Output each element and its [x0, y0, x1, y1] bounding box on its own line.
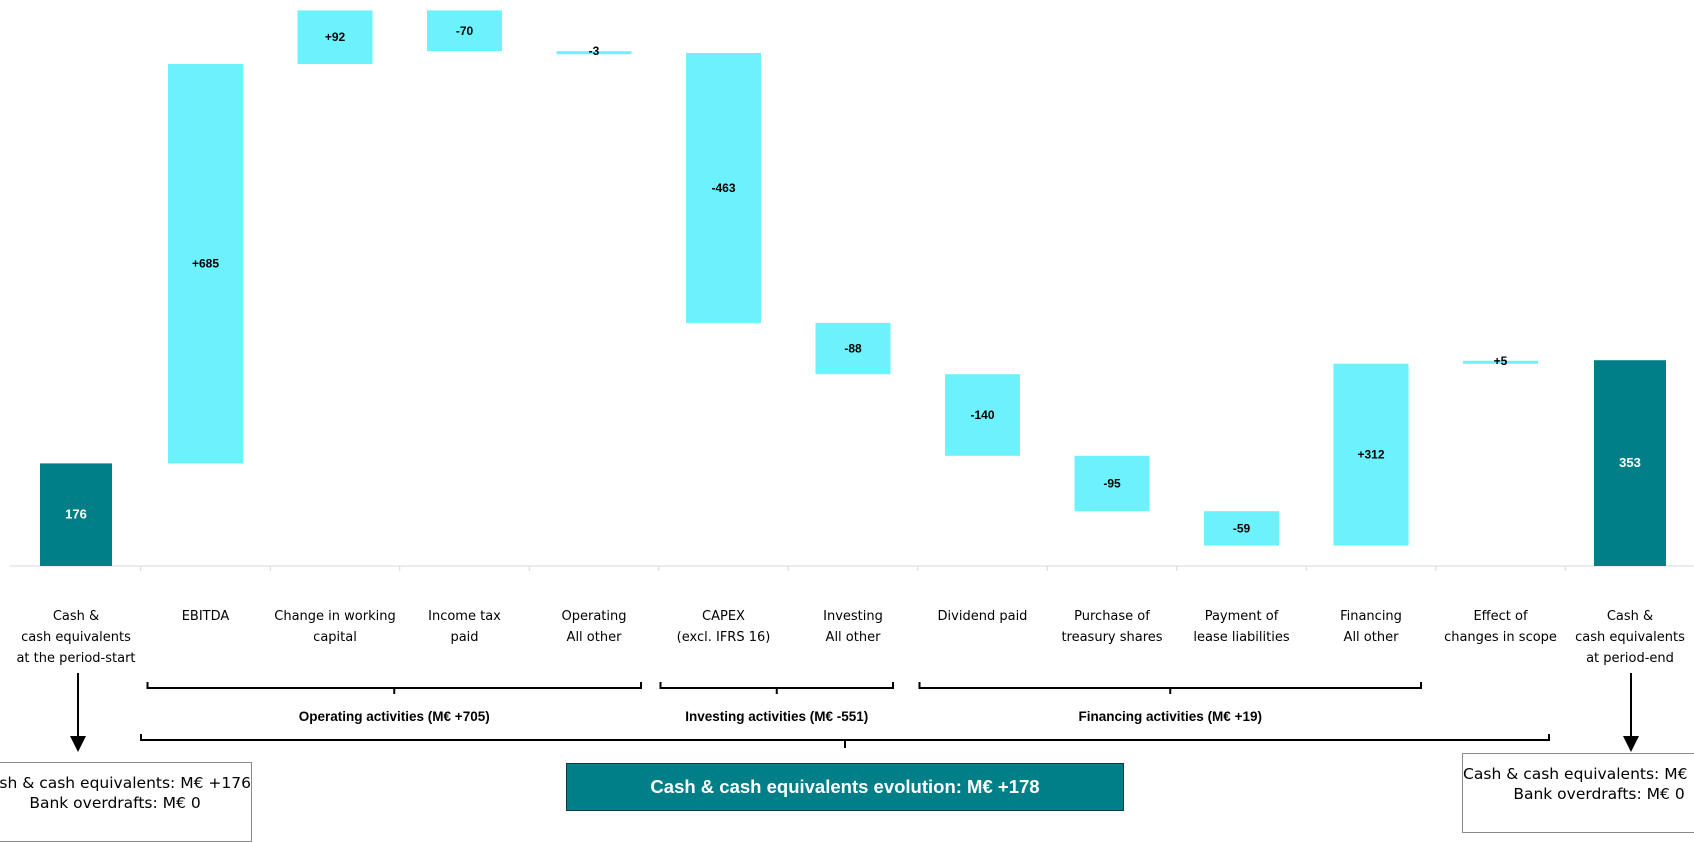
category-label-treasury: Purchase of treasury shares	[1061, 609, 1162, 645]
bar-capex	[686, 52, 761, 323]
group-bracket-1	[659, 682, 894, 694]
category-label-capex: CAPEX (excl. IFRS 16)	[677, 609, 771, 645]
value-label-start: 176	[65, 507, 87, 522]
end-cash-line: Cash & cash equivalents: M€ +353	[1463, 765, 1694, 783]
bar-ebitda	[168, 64, 243, 464]
category-label-inv_other: Investing All other	[823, 609, 883, 645]
bar-wc	[297, 10, 373, 65]
bar-scope	[1463, 360, 1538, 364]
value-label-end: 353	[1619, 455, 1641, 470]
group-bracket-2	[918, 682, 1422, 694]
value-label-fin_other: +312	[1357, 448, 1384, 462]
start-cash-box: Cash & cash equivalents: M€ +176 Bank ov…	[0, 762, 252, 842]
start-overdraft-line: Bank overdrafts: M€ 0	[29, 794, 201, 812]
start-arrow	[70, 673, 86, 752]
evolution-text: Cash & cash equivalents evolution: M€ +1…	[650, 776, 1040, 797]
bars-layer	[10, 10, 1694, 571]
category-label-op_other: Operating All other	[562, 609, 627, 645]
category-label-end: Cash & cash equivalents at period-end	[1575, 609, 1685, 666]
value-label-scope: +5	[1494, 354, 1508, 368]
value-label-ebitda: +685	[192, 257, 219, 271]
group-label-1: Investing activities (M€ -551)	[685, 709, 868, 724]
bar-dividend	[945, 374, 1020, 456]
value-label-treasury: -95	[1103, 477, 1121, 491]
end-cash-box: Cash & cash equivalents: M€ +353 Bank ov…	[1462, 753, 1694, 833]
value-labels-layer: 176 +685 +92 -70 -3 -463 -88 -140 -95 -59 +312 +5 35…	[65, 24, 1641, 536]
group-bracket-0	[146, 682, 642, 694]
value-label-capex: -463	[711, 181, 735, 195]
value-label-inv_other: -88	[844, 342, 862, 356]
category-label-tax: Income tax paid	[428, 609, 501, 645]
category-label-fin_other: Financing All other	[1340, 609, 1402, 645]
end-arrow	[1623, 673, 1639, 752]
category-label-wc: Change in working capital	[274, 609, 395, 645]
value-label-lease: -59	[1233, 521, 1251, 535]
evolution-banner: Cash & cash equivalents evolution: M€ +1…	[566, 763, 1124, 811]
category-label-dividend: Dividend paid	[938, 609, 1028, 624]
brackets-layer: Operating activities (M€ +705) Investing …	[70, 673, 1639, 752]
bar-end	[1594, 360, 1666, 566]
bar-fin_other	[1333, 363, 1409, 546]
bar-op_other	[556, 51, 632, 55]
value-label-dividend: -140	[970, 408, 994, 422]
bar-lease	[1204, 511, 1279, 546]
category-labels-layer: Cash & cash equivalents at the period-star…	[16, 609, 1685, 666]
bar-inv_other	[815, 322, 891, 375]
bar-tax	[427, 10, 502, 52]
group-label-2: Financing activities (M€ +19)	[1079, 709, 1262, 724]
group-label-0: Operating activities (M€ +705)	[299, 709, 490, 724]
category-label-scope: Effect of changes in scope	[1444, 609, 1557, 645]
bar-treasury	[1074, 455, 1150, 512]
category-label-start: Cash & cash equivalents at the period-star…	[16, 609, 135, 666]
value-label-op_other: -3	[589, 44, 600, 58]
overall-bracket	[140, 734, 1550, 748]
category-label-ebitda: EBITDA	[182, 609, 230, 624]
category-label-lease: Payment of lease liabilities	[1193, 609, 1289, 645]
value-label-tax: -70	[456, 24, 474, 38]
value-label-wc: +92	[325, 30, 346, 44]
start-cash-line: Cash & cash equivalents: M€ +176	[0, 774, 251, 792]
end-overdraft-line: Bank overdrafts: M€ 0	[1513, 785, 1685, 803]
bar-start	[40, 463, 112, 566]
